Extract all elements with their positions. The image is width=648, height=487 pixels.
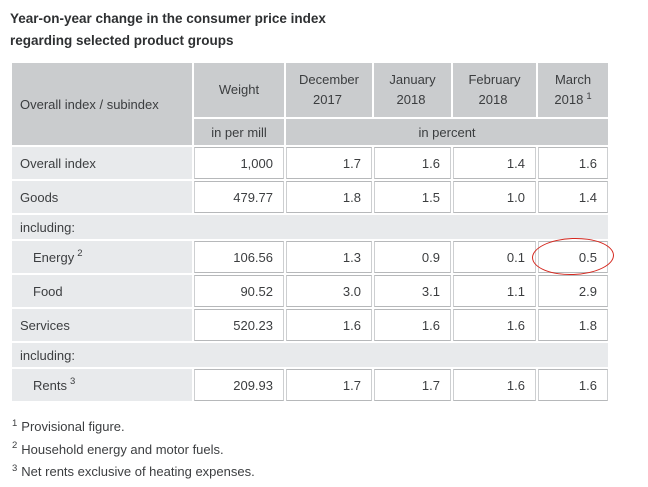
value-cell: 1.5 xyxy=(374,181,451,213)
weight-cell: 106.56 xyxy=(194,241,284,273)
column-header-march-2018: March 2018 1 xyxy=(538,63,608,117)
cpi-table: Overall index / subindex Weight December… xyxy=(10,61,615,403)
unit-header-per-mill: in per mill xyxy=(194,119,284,145)
table-row-food: Food 90.52 3.0 3.1 1.1 2.9 xyxy=(12,275,608,307)
row-label: Services xyxy=(12,309,192,341)
footnote-3: 3 Net rents exclusive of heating expenses… xyxy=(12,462,255,479)
page-title-line2: regarding selected product groups xyxy=(10,33,234,48)
table-row-including-goods: including: xyxy=(12,215,608,239)
value-cell: 1.6 xyxy=(374,147,451,179)
weight-cell: 90.52 xyxy=(194,275,284,307)
footnote-marker: 2 xyxy=(77,248,83,260)
footnote-marker: 3 xyxy=(12,462,18,474)
value-cell: 1.4 xyxy=(538,181,608,213)
table-row-energy: Energy 2 106.56 1.3 0.9 0.1 0.5 xyxy=(12,236,615,277)
row-label: Overall index xyxy=(12,147,192,179)
value-cell: 1.6 xyxy=(286,309,372,341)
value-cell: 3.0 xyxy=(286,275,372,307)
value-cell: 1.8 xyxy=(286,181,372,213)
weight-cell: 1,000 xyxy=(194,147,284,179)
section-label: including: xyxy=(12,343,608,367)
value-cell: 2.9 xyxy=(538,275,608,307)
value-cell: 1.6 xyxy=(453,369,536,401)
value-cell: 1.6 xyxy=(453,309,536,341)
value-cell: 0.1 xyxy=(453,241,536,273)
column-header-december-2017: December 2017 xyxy=(286,63,372,117)
value-cell: 1.3 xyxy=(286,241,372,273)
weight-cell: 209.93 xyxy=(194,369,284,401)
header-row-units: in per mill in percent xyxy=(12,119,608,145)
value-cell: 1.7 xyxy=(286,369,372,401)
row-label: Goods xyxy=(12,181,192,213)
footnote-marker: 3 xyxy=(69,376,76,388)
table-row-services: Services 520.23 1.6 1.6 1.6 1.8 xyxy=(12,309,608,341)
footnote-marker: 2 xyxy=(12,440,18,452)
footnote-marker: 1 xyxy=(12,417,18,429)
value-cell: 1.7 xyxy=(374,369,451,401)
footnote-marker: 1 xyxy=(586,90,592,102)
column-header-february-2018: February 2018 xyxy=(453,63,536,117)
value-cell: 1.0 xyxy=(453,181,536,213)
footnotes: 1 Provisional figure. 2 Household energy a… xyxy=(12,416,648,484)
annotation-circle xyxy=(531,236,615,277)
page-title-line1: Year-on-year change in the consumer pric… xyxy=(10,11,326,26)
column-header-january-2018: January 2018 xyxy=(374,63,451,117)
row-label: Food xyxy=(12,275,192,307)
value-cell: 0.9 xyxy=(374,241,451,273)
section-label: including: xyxy=(12,215,608,239)
value-cell: 1.4 xyxy=(453,147,536,179)
value-cell: 1.1 xyxy=(453,275,536,307)
table-row-rents: Rents 3 209.93 1.7 1.7 1.6 1.6 xyxy=(12,369,608,401)
weight-cell: 479.77 xyxy=(194,181,284,213)
column-header-subindex: Overall index / subindex xyxy=(12,63,192,145)
footnote-1: 1 Provisional figure. xyxy=(12,417,125,434)
value-cell: 1.6 xyxy=(538,369,608,401)
row-label: Energy 2 xyxy=(12,241,192,273)
weight-cell: 520.23 xyxy=(194,309,284,341)
value-cell: 3.1 xyxy=(374,275,451,307)
table-row-goods: Goods 479.77 1.8 1.5 1.0 1.4 xyxy=(12,181,608,213)
unit-header-percent: in percent xyxy=(286,119,608,145)
value-cell: 1.7 xyxy=(286,147,372,179)
header-row-months: Overall index / subindex Weight December… xyxy=(12,63,608,145)
row-label: Rents 3 xyxy=(12,369,192,401)
table-row-including-services: including: xyxy=(12,343,608,367)
value-cell: 1.8 xyxy=(538,309,608,341)
value-cell-highlighted: 0.5 xyxy=(531,236,615,277)
column-header-weight: Weight xyxy=(194,63,284,117)
value-cell: 1.6 xyxy=(374,309,451,341)
value-cell: 1.6 xyxy=(538,147,608,179)
page-title: Year-on-year change in the consumer pric… xyxy=(0,0,648,52)
table-row-overall-index: Overall index 1,000 1.7 1.6 1.4 1.6 xyxy=(12,147,608,179)
footnote-2: 2 Household energy and motor fuels. xyxy=(12,440,224,457)
